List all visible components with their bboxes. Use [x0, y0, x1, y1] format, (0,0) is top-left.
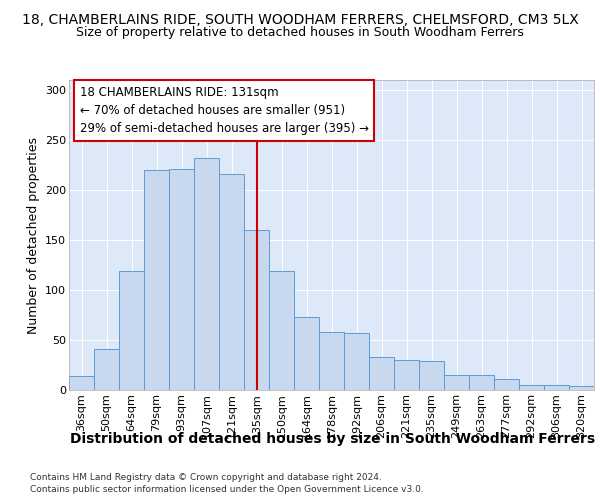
Text: 18, CHAMBERLAINS RIDE, SOUTH WOODHAM FERRERS, CHELMSFORD, CM3 5LX: 18, CHAMBERLAINS RIDE, SOUTH WOODHAM FER… — [22, 12, 578, 26]
Bar — [269, 271, 294, 390]
Bar — [519, 385, 544, 390]
Bar — [244, 230, 269, 390]
Text: 18 CHAMBERLAINS RIDE: 131sqm
← 70% of detached houses are smaller (951)
29% of s: 18 CHAMBERLAINS RIDE: 131sqm ← 70% of de… — [79, 86, 368, 135]
Text: Contains public sector information licensed under the Open Government Licence v3: Contains public sector information licen… — [30, 485, 424, 494]
Bar — [94, 349, 119, 390]
Bar — [344, 333, 369, 390]
Y-axis label: Number of detached properties: Number of detached properties — [26, 136, 40, 334]
Bar — [469, 375, 494, 390]
Bar — [544, 385, 569, 390]
Text: Distribution of detached houses by size in South Woodham Ferrers: Distribution of detached houses by size … — [70, 432, 596, 446]
Bar — [494, 379, 519, 390]
Bar — [69, 376, 94, 390]
Bar — [444, 375, 469, 390]
Bar — [294, 317, 319, 390]
Bar — [169, 169, 194, 390]
Bar — [419, 361, 444, 390]
Bar — [394, 360, 419, 390]
Text: Contains HM Land Registry data © Crown copyright and database right 2024.: Contains HM Land Registry data © Crown c… — [30, 472, 382, 482]
Text: Size of property relative to detached houses in South Woodham Ferrers: Size of property relative to detached ho… — [76, 26, 524, 39]
Bar — [369, 357, 394, 390]
Bar — [194, 158, 219, 390]
Bar — [219, 174, 244, 390]
Bar — [119, 271, 144, 390]
Bar — [319, 332, 344, 390]
Bar — [144, 170, 169, 390]
Bar — [569, 386, 594, 390]
